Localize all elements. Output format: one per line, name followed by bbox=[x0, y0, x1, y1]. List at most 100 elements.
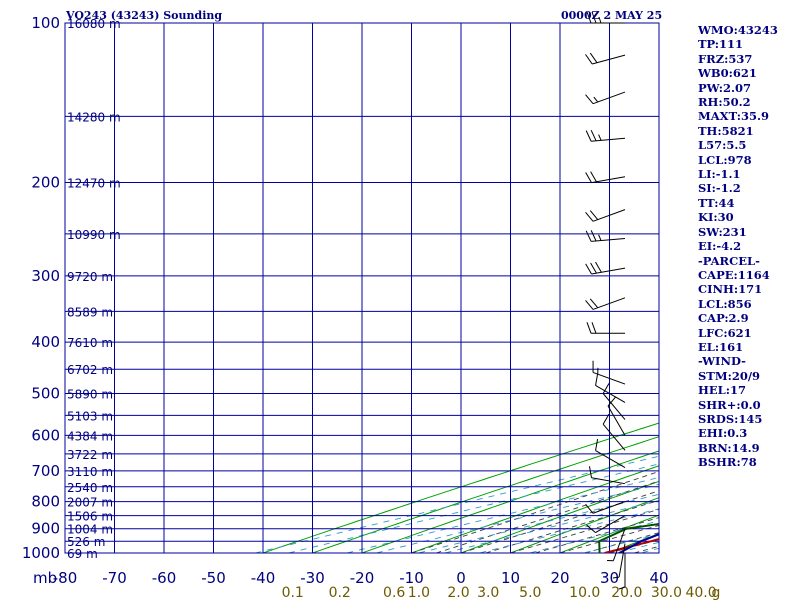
temperature-tick-label: -40 bbox=[251, 569, 276, 587]
mixing-ratio-label: 2.0 bbox=[447, 585, 469, 600]
stat-item: EI:-4.2 bbox=[698, 239, 742, 254]
mixing-ratio-label: g bbox=[711, 585, 720, 600]
stat-item: LI:-1.1 bbox=[698, 167, 741, 182]
temperature-tick-label: -60 bbox=[152, 569, 177, 587]
stat-item: EHI:0.3 bbox=[698, 426, 748, 441]
wind-barb-flag bbox=[585, 230, 592, 242]
stat-item: MAXT:35.9 bbox=[698, 109, 769, 124]
stat-item: TP:111 bbox=[698, 37, 744, 52]
wind-barb-staff bbox=[591, 477, 626, 485]
stat-item: PW:2.07 bbox=[698, 80, 752, 95]
wind-barb-flag bbox=[585, 130, 592, 142]
wind-barb-staff bbox=[591, 176, 626, 184]
stat-item: L57:5.5 bbox=[698, 138, 747, 153]
wind-barb-half-flag bbox=[593, 96, 599, 103]
dewpoint-profile bbox=[598, 522, 659, 553]
height-label: 7610 m bbox=[67, 336, 113, 350]
dry-adiabat bbox=[360, 450, 659, 553]
pressure-tick-label: 1000 bbox=[22, 544, 60, 562]
wind-barb-staff bbox=[591, 267, 626, 275]
dry-adiabat bbox=[558, 514, 659, 553]
temperature-tick-label: 40 bbox=[649, 569, 668, 587]
mixing-ratio-label: 20.0 bbox=[611, 585, 642, 600]
wind-barb-staff bbox=[592, 501, 626, 514]
height-label: 2007 m bbox=[67, 496, 113, 510]
wind-barb-staff bbox=[595, 450, 626, 469]
pressure-tick-label: 500 bbox=[31, 384, 60, 402]
stat-item: WB0:621 bbox=[698, 66, 757, 81]
height-label: 4384 m bbox=[67, 429, 113, 443]
wind-barb-half-flag bbox=[612, 576, 620, 579]
wind-barb-half-flag bbox=[598, 134, 602, 141]
wind-barb-flag bbox=[588, 466, 593, 478]
height-label: 3110 m bbox=[67, 465, 113, 479]
wind-barb-staff bbox=[618, 543, 626, 578]
wind-barb-half-flag bbox=[598, 16, 602, 24]
moist-adiabat bbox=[535, 517, 659, 553]
stat-item: WMO:43243 bbox=[698, 23, 778, 37]
stat-item: SHR+:0.0 bbox=[698, 397, 761, 412]
mixing-ratio-label: 3.0 bbox=[477, 585, 499, 600]
mixing-ratio-line bbox=[253, 455, 659, 553]
dry-adiabat bbox=[459, 480, 659, 553]
wind-barb-flag bbox=[602, 383, 610, 394]
stat-item: STM:20/9 bbox=[698, 368, 761, 383]
wind-barb-flag bbox=[590, 129, 597, 142]
height-label: 12470 m bbox=[67, 177, 121, 191]
height-label: 16080 m bbox=[67, 17, 121, 31]
stat-item: CINH:171 bbox=[698, 282, 763, 297]
wind-barb-staff bbox=[592, 91, 626, 105]
temperature-tick-label: 20 bbox=[550, 569, 569, 587]
temperature-tick-label: 0 bbox=[456, 569, 466, 587]
stats-panel: WMO:43243 TP:111 FRZ:537 WB0:621 PW:2.07 RH:5… bbox=[698, 23, 778, 470]
grid-layer bbox=[65, 23, 659, 553]
height-label: 1506 m bbox=[67, 510, 113, 524]
pressure-tick-label: 100 bbox=[31, 14, 60, 32]
temperature-tick-label: -80 bbox=[53, 569, 78, 587]
mixing-ratio-label: 10.0 bbox=[569, 585, 600, 600]
stat-item: LCL:856 bbox=[698, 296, 752, 311]
x-axis-label: mb bbox=[33, 569, 57, 587]
wind-barb-staff bbox=[595, 515, 626, 534]
wind-barb-flag bbox=[585, 54, 593, 65]
height-label: 14280 m bbox=[67, 110, 121, 124]
pressure-tick-label: 200 bbox=[31, 174, 60, 192]
temperature-tick-label: 10 bbox=[501, 569, 520, 587]
pressure-tick-label: 800 bbox=[31, 493, 60, 511]
stat-item: BRN:14.9 bbox=[698, 440, 760, 455]
temperature-tick-label: -20 bbox=[350, 569, 375, 587]
temperature-tick-label: -70 bbox=[102, 569, 127, 587]
stat-item: -PARCEL- bbox=[698, 253, 760, 268]
wind-barb-staff bbox=[591, 137, 626, 142]
wind-barb-flag bbox=[586, 322, 592, 334]
height-label: 526 m bbox=[67, 535, 105, 549]
wind-barb-flag bbox=[602, 413, 610, 425]
wind-barb-flag bbox=[595, 261, 602, 273]
stat-item: SRDS:145 bbox=[698, 411, 763, 426]
stat-item: RH:50.2 bbox=[698, 95, 751, 110]
stat-item: FRZ:537 bbox=[698, 51, 753, 66]
wind-barb-flag bbox=[585, 263, 592, 275]
stat-item: LFC:621 bbox=[698, 325, 752, 340]
temperature-tick-label: 30 bbox=[600, 569, 619, 587]
wind-barb-flag bbox=[590, 262, 597, 274]
height-label: 9720 m bbox=[67, 270, 113, 284]
wind-barb-flag bbox=[586, 11, 592, 24]
wind-barb-flag bbox=[585, 94, 594, 105]
temperature-tick-label: -10 bbox=[399, 569, 424, 587]
mixing-ratio-label: 5.0 bbox=[519, 585, 541, 600]
wind-barb-staff bbox=[607, 405, 626, 436]
wind-barb-flag bbox=[589, 298, 599, 309]
wind-barb-flag bbox=[585, 300, 594, 310]
dry-adiabat bbox=[509, 497, 659, 553]
pressure-tick-label: 700 bbox=[31, 462, 60, 480]
stat-item: -WIND- bbox=[698, 354, 746, 369]
dry-adiabat bbox=[261, 422, 659, 553]
wind-barb-flag bbox=[589, 210, 599, 220]
height-label: 5890 m bbox=[67, 387, 113, 401]
height-label: 8589 m bbox=[67, 305, 113, 319]
height-label: 10990 m bbox=[67, 228, 121, 242]
wind-barb-flag bbox=[591, 11, 597, 24]
height-label: 6702 m bbox=[67, 363, 113, 377]
